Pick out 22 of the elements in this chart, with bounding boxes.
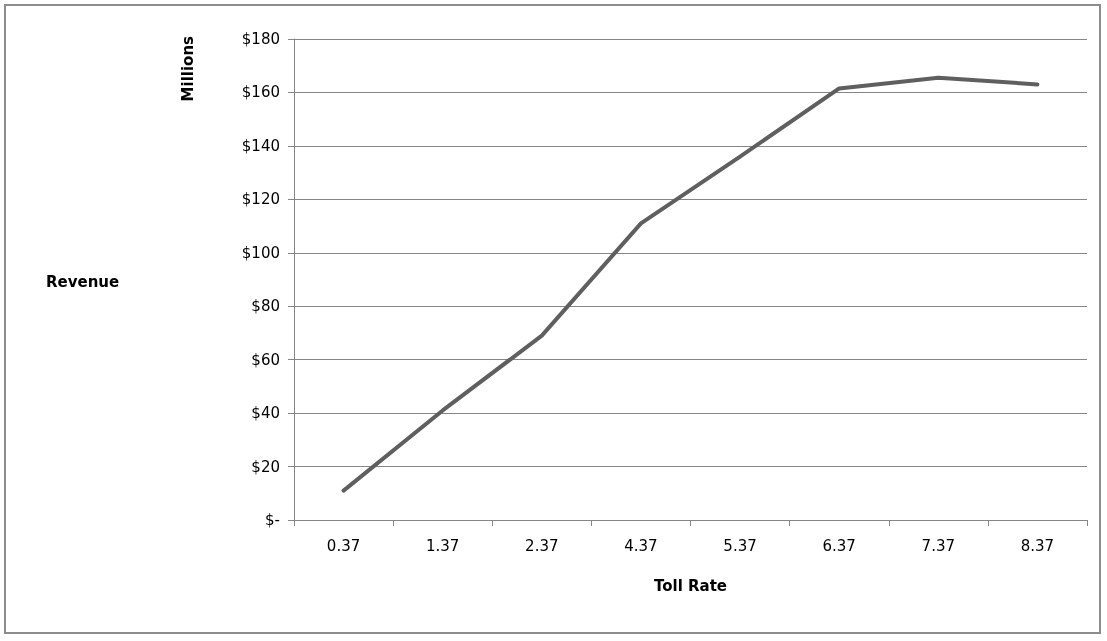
y-tick-label: $- [265,511,280,529]
x-tick-label: 1.37 [425,536,460,555]
line-series [341,75,1040,493]
x-tick-label: 8.37 [1020,536,1055,555]
y-tick-label: $100 [241,243,280,262]
x-tick-label: 4.37 [624,536,658,555]
text: Revenue [46,272,120,291]
y-tick-label: $60 [251,350,280,369]
y-tick-label: $40 [251,404,280,423]
text: Millions [178,35,197,102]
y-tick-label: $120 [241,190,280,209]
y-tick-label: $160 [241,83,280,102]
y-tick-label: $20 [251,457,280,476]
x-tick-label: 2.37 [525,536,559,555]
x-axis-title: Toll Rate [653,576,728,595]
x-tick-label: 6.37 [822,536,856,555]
x-tick-label: 0.37 [326,536,361,555]
y-tick-label: $180 [241,30,280,48]
x-tick-label: 7.37 [921,536,956,555]
x-tick-label: 5.37 [723,536,757,555]
y-tick-label: $80 [251,297,280,316]
y-tick-label: $140 [241,136,280,155]
